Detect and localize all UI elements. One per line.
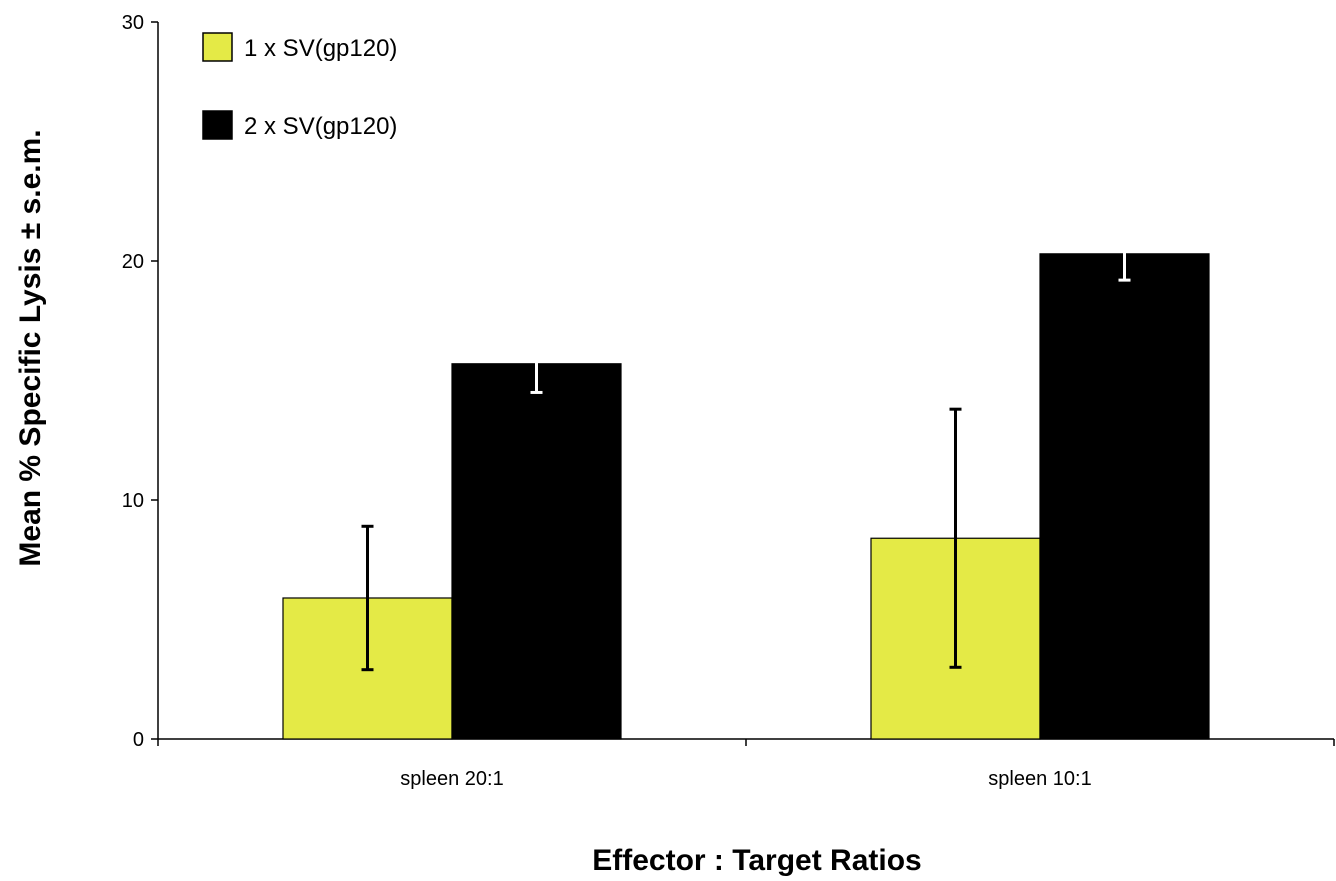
bar	[1039, 253, 1210, 740]
bar	[451, 363, 622, 740]
legend-label: 2 x SV(gp120)	[244, 113, 397, 140]
legend-label: 1 x SV(gp120)	[244, 35, 397, 62]
bars-group	[282, 253, 1210, 740]
y-tick-label: 0	[133, 729, 144, 751]
y-tick-label: 20	[122, 251, 144, 273]
legend-swatch	[202, 110, 233, 140]
x-tick-label: spleen 20:1	[400, 768, 503, 790]
legend: 1 x SV(gp120) 2 x SV(gp120)	[202, 32, 397, 140]
y-tick-label: 30	[122, 12, 144, 34]
y-axis-title: Mean % Specific Lysis ± s.e.m.	[14, 129, 47, 566]
legend-swatch	[202, 32, 233, 62]
error-bars-group	[361, 226, 1131, 672]
x-tick-label: spleen 10:1	[988, 768, 1091, 790]
y-tick-label: 10	[122, 490, 144, 512]
x-axis-title: Effector : Target Ratios	[592, 844, 922, 876]
